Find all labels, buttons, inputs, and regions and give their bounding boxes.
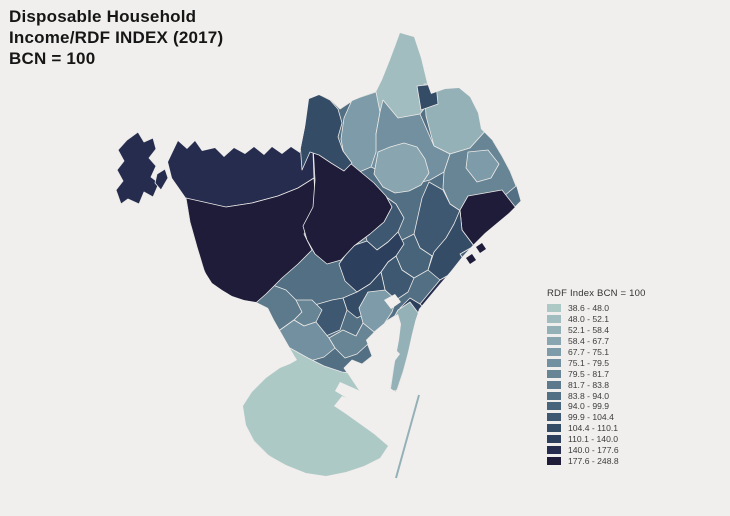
legend-swatch (547, 391, 561, 400)
map-legend: RDF Index BCN = 100 38.6 - 48.0 48.0 - 52… (547, 288, 677, 466)
legend-item-4: 67.7 - 75.1 (547, 347, 677, 358)
map-region-region-07 (465, 149, 500, 183)
legend-swatch (547, 456, 561, 465)
legend-item-5: 75.1 - 79.5 (547, 357, 677, 368)
coast-jetty-2 (476, 243, 486, 253)
legend-swatch (547, 435, 561, 444)
legend-item-12: 110.1 - 140.0 (547, 434, 677, 445)
legend-swatch (547, 424, 561, 433)
legend-item-7: 81.7 - 83.8 (547, 379, 677, 390)
legend-item-11: 104.4 - 110.1 (547, 423, 677, 434)
legend-range-label: 52.1 - 58.4 (568, 325, 610, 336)
legend-swatch (547, 402, 561, 411)
legend-item-9: 94.0 - 99.9 (547, 401, 677, 412)
port-water-dock-1 (366, 334, 400, 362)
map-region-region-10 (459, 189, 517, 247)
map-title-line-3: BCN = 100 (9, 49, 96, 69)
legend-swatch (547, 304, 561, 313)
legend-range-label: 83.8 - 94.0 (568, 390, 610, 401)
map-island-island-1 (115, 131, 160, 205)
legend-range-label: 75.1 - 79.5 (568, 357, 610, 368)
legend-range-label: 99.9 - 104.4 (568, 412, 614, 423)
legend-range-label: 48.0 - 52.1 (568, 314, 610, 325)
legend-range-label: 140.0 - 177.6 (568, 445, 619, 456)
legend-swatch (547, 369, 561, 378)
legend-range-label: 94.0 - 99.9 (568, 401, 610, 412)
legend-range-label: 104.4 - 110.1 (568, 423, 619, 434)
legend-range-label: 177.6 - 248.8 (568, 455, 619, 466)
legend-item-0: 38.6 - 48.0 (547, 303, 677, 314)
map-island-island-2 (154, 168, 169, 191)
legend-item-10: 99.9 - 104.4 (547, 412, 677, 423)
legend-range-label: 38.6 - 48.0 (568, 303, 610, 314)
legend-swatch (547, 413, 561, 422)
map-region-region-18 (338, 231, 405, 293)
legend-range-label: 79.5 - 81.7 (568, 368, 610, 379)
legend-item-2: 52.1 - 58.4 (547, 325, 677, 336)
legend-title: RDF Index BCN = 100 (547, 288, 646, 299)
legend-item-13: 140.0 - 177.6 (547, 445, 677, 456)
map-title: Disposable Household Income/RDF INDEX (2… (9, 6, 223, 69)
legend-swatch (547, 358, 561, 367)
port-water-dock-3 (384, 294, 401, 309)
legend-swatch (547, 326, 561, 335)
map-title-line-1: Disposable Household (9, 7, 197, 26)
port-water-dock-2 (335, 382, 372, 410)
legend-range-label: 81.7 - 83.8 (568, 379, 610, 390)
legend-swatch (547, 337, 561, 346)
legend-range-label: 67.7 - 75.1 (568, 347, 610, 357)
map-title-line-2: Income/RDF INDEX (2017) (9, 28, 224, 48)
legend-item-6: 79.5 - 81.7 (547, 368, 677, 379)
map-region-region-08 (373, 142, 430, 194)
legend-swatch (547, 315, 561, 324)
breakwater-line (395, 394, 420, 479)
legend-swatch (547, 348, 561, 356)
legend-swatch (547, 446, 561, 455)
legend-item-8: 83.8 - 94.0 (547, 390, 677, 401)
legend-range-label: 58.4 - 67.7 (568, 336, 610, 347)
legend-item-14: 177.6 - 248.8 (547, 455, 677, 466)
legend-rows: 38.6 - 48.0 48.0 - 52.1 52.1 - 58.4 58.4 - … (547, 303, 677, 466)
coast-jetty-1 (466, 254, 476, 264)
legend-swatch (547, 380, 561, 389)
legend-item-3: 58.4 - 67.7 (547, 336, 677, 347)
legend-item-1: 48.0 - 52.1 (547, 314, 677, 325)
legend-range-label: 110.1 - 140.0 (568, 434, 619, 445)
